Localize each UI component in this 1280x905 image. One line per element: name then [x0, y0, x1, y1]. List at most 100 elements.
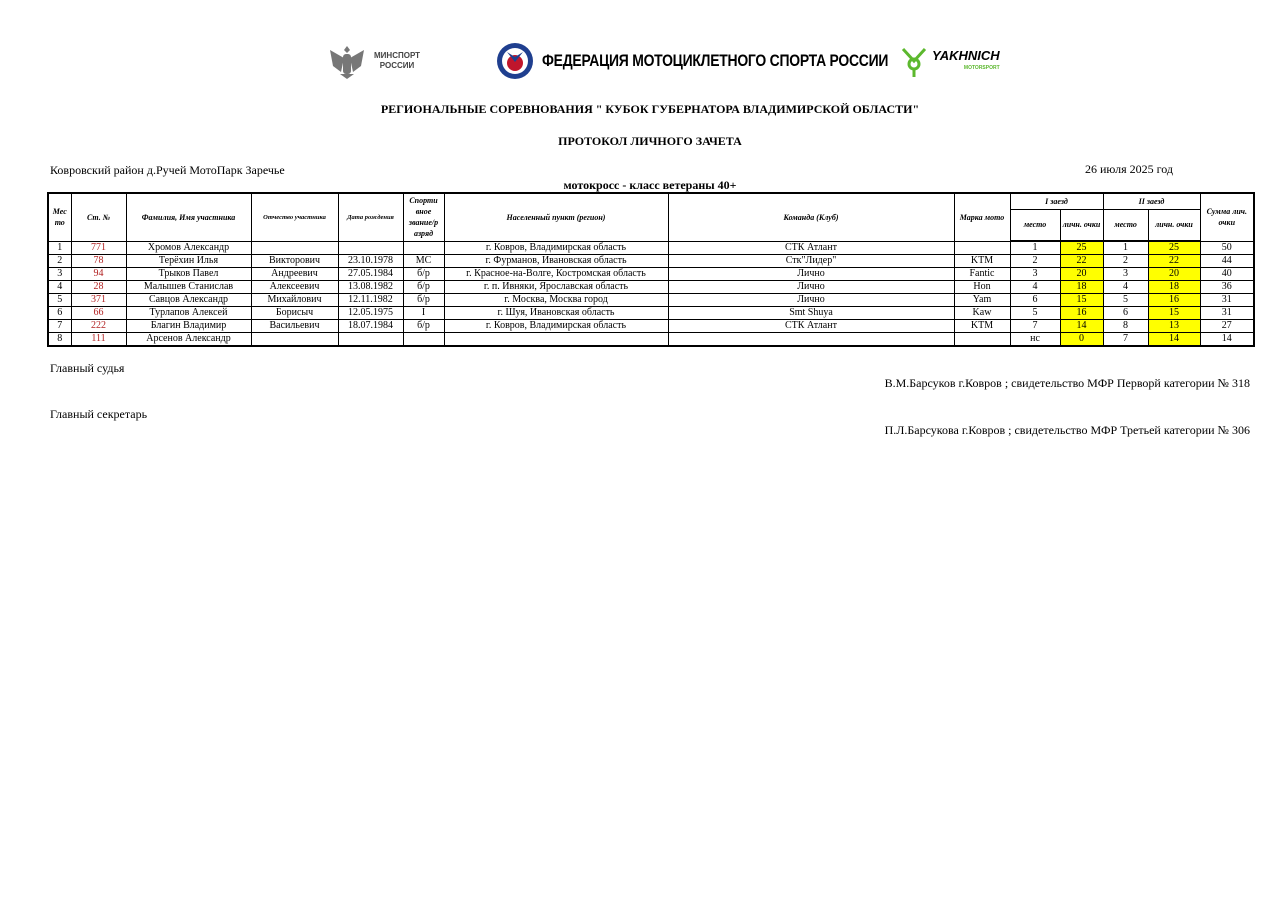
- logo-bar: МИНСПОРТ РОССИИ ФЕДЕРАЦИЯ МОТОЦИКЛЕТНОГО …: [0, 42, 1280, 82]
- cell-r1place: 3: [1009, 267, 1061, 281]
- results-table: Мес то Ст. № Фамилия, Имя участника Отче…: [47, 192, 1256, 347]
- cell-moto: Hon: [953, 280, 1011, 294]
- cell-r2points: 22: [1147, 254, 1201, 268]
- cell-place: 7: [47, 319, 72, 333]
- venue: Ковровский район д.Ручей МотоПарк Заречь…: [50, 163, 285, 177]
- cell-moto: [953, 332, 1011, 347]
- cell-total: 27: [1199, 319, 1255, 333]
- page-subtitle: ПРОТОКОЛ ЛИЧНОГО ЗАЧЕТА: [558, 134, 742, 148]
- cell-place: 3: [47, 267, 72, 281]
- cell-patronymic: [250, 332, 339, 347]
- cell-team: СТК Атлант: [667, 319, 955, 333]
- header-r2-place: место: [1102, 208, 1149, 242]
- cell-rank: б/р: [402, 319, 445, 333]
- race-class: мотокросс - класс ветераны 40+: [563, 178, 737, 192]
- judge-name: В.М.Барсуков г.Ковров ; свидетельство МФ…: [884, 376, 1250, 390]
- cell-rank: [402, 332, 445, 347]
- cell-r2place: 4: [1102, 280, 1149, 294]
- cell-patronymic: Михайлович: [250, 293, 339, 307]
- cell-team: СТК Атлант: [667, 240, 955, 255]
- cell-city: [443, 332, 669, 347]
- cell-city: г. Ковров, Владимирская область: [443, 240, 669, 255]
- cell-city: г. Красное-на-Волге, Костромская область: [443, 267, 669, 281]
- table-row: 2 78 Терёхин Илья Викторович 23.10.1978 МС г. …: [47, 254, 1255, 268]
- header-rank: Спорти вное звание/р азряд: [402, 192, 445, 242]
- header-place: Мес то: [47, 192, 72, 242]
- cell-moto: [953, 240, 1011, 255]
- cell-birth: 27.05.1984: [337, 267, 404, 281]
- cell-total: 36: [1199, 280, 1255, 294]
- minsport-logo: МИНСПОРТ РОССИИ: [326, 42, 420, 80]
- cell-r1points: 22: [1059, 254, 1104, 268]
- cell-r1points: 0: [1059, 332, 1104, 347]
- cell-city: г. Шуя, Ивановская область: [443, 306, 669, 320]
- page-title: РЕГИОНАЛЬНЫЕ СОРЕВНОВАНИЯ " КУБОК ГУБЕРН…: [380, 102, 920, 116]
- cell-moto: KTM: [953, 319, 1011, 333]
- cell-r2points: 14: [1147, 332, 1201, 347]
- cell-place: 4: [47, 280, 72, 294]
- cell-place: 1: [47, 240, 72, 255]
- cell-r2points: 13: [1147, 319, 1201, 333]
- cell-r1points: 20: [1059, 267, 1104, 281]
- cell-city: г. п. Ивняки, Ярославская область: [443, 280, 669, 294]
- cell-name: Савцов Александр: [125, 293, 252, 307]
- cell-total: 40: [1199, 267, 1255, 281]
- cell-city: г. Ковров, Владимирская область: [443, 319, 669, 333]
- cell-moto: Yam: [953, 293, 1011, 307]
- cell-moto: Kaw: [953, 306, 1011, 320]
- secretary-label: Главный секретарь: [50, 407, 148, 421]
- header-patronymic: Отчество участника: [250, 192, 339, 242]
- cell-place: 2: [47, 254, 72, 268]
- cell-total: 31: [1199, 306, 1255, 320]
- cell-patronymic: Васильевич: [250, 319, 339, 333]
- cell-number: 371: [70, 293, 127, 307]
- cell-r2place: 6: [1102, 306, 1149, 320]
- table-row: 1 771 Хромов Александр г. Ковров, Владимирс…: [47, 240, 1255, 255]
- cell-r1points: 25: [1059, 240, 1104, 255]
- cell-rank: б/р: [402, 293, 445, 307]
- cell-city: г. Москва, Москва город: [443, 293, 669, 307]
- cell-birth: [337, 332, 404, 347]
- cell-rank: МС: [402, 254, 445, 268]
- cell-birth: [337, 240, 404, 255]
- header-total: Сумма лич. очки: [1199, 192, 1255, 242]
- cell-rank: [402, 240, 445, 255]
- sponsor-emblem-icon: [901, 47, 927, 77]
- sponsor-logo: YAKHNICH MOTORSPORT: [900, 46, 1000, 78]
- table-row: 7 222 Благин Владимир Васильевич 18.07.1984 б…: [47, 319, 1255, 333]
- cell-r2points: 18: [1147, 280, 1201, 294]
- header-race1: I заезд: [1009, 192, 1104, 210]
- header-birth: Дата рождения: [337, 192, 404, 242]
- cell-r1place: 4: [1009, 280, 1061, 294]
- cell-r2place: 1: [1102, 240, 1149, 255]
- cell-team: Лично: [667, 280, 955, 294]
- cell-r2points: 20: [1147, 267, 1201, 281]
- secretary-name: П.Л.Барсукова г.Ковров ; свидетельство М…: [884, 423, 1250, 437]
- cell-name: Турлапов Алексей: [125, 306, 252, 320]
- cell-number: 94: [70, 267, 127, 281]
- header-moto: Марка мото: [953, 192, 1011, 242]
- header-r1-points: личн. очки: [1059, 208, 1104, 242]
- header-race2: II заезд: [1102, 192, 1201, 210]
- cell-number: 66: [70, 306, 127, 320]
- cell-r1place: 1: [1009, 240, 1061, 255]
- cell-r1place: 2: [1009, 254, 1061, 268]
- judge-label: Главный судья: [50, 361, 125, 375]
- cell-number: 222: [70, 319, 127, 333]
- event-date: 26 июля 2025 год: [1085, 162, 1173, 176]
- table-row: 5 371 Савцов Александр Михайлович 12.11.1982…: [47, 293, 1255, 307]
- cell-r1place: 5: [1009, 306, 1061, 320]
- cell-place: 8: [47, 332, 72, 347]
- cell-r2points: 16: [1147, 293, 1201, 307]
- cell-team: Стк"Лидер": [667, 254, 955, 268]
- table-row: 8 111 Арсенов Александр нс 0 7 14 14: [47, 332, 1255, 347]
- cell-team: Smt Shuya: [667, 306, 955, 320]
- cell-r1place: нс: [1009, 332, 1061, 347]
- cell-place: 5: [47, 293, 72, 307]
- cell-team: Лично: [667, 293, 955, 307]
- cell-city: г. Фурманов, Ивановская область: [443, 254, 669, 268]
- cell-r2place: 3: [1102, 267, 1149, 281]
- cell-r2points: 25: [1147, 240, 1201, 255]
- cell-team: Лично: [667, 267, 955, 281]
